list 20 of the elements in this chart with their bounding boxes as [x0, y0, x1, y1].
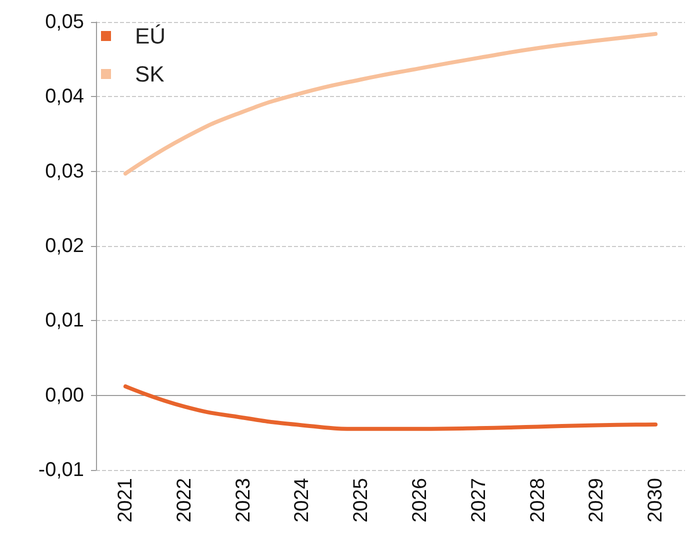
x-tick-label: 2022 — [173, 478, 196, 522]
y-tick-label: 0,02 — [45, 235, 84, 257]
x-tick-label: 2024 — [291, 478, 314, 522]
y-tick-label: 0,00 — [45, 384, 84, 406]
x-tick-label: 2029 — [586, 478, 608, 522]
x-tick-label: 2021 — [114, 478, 136, 522]
x-tick-label: 2030 — [644, 478, 667, 522]
x-tick-label: 2023 — [232, 478, 254, 522]
y-tick-label: 0,04 — [45, 86, 84, 108]
y-tick-label: 0,03 — [45, 160, 84, 182]
line-series — [123, 384, 658, 431]
x-tick-label: 2025 — [350, 478, 372, 522]
x-tick-label: 2027 — [468, 478, 490, 522]
y-tick-label: 0,05 — [45, 11, 84, 33]
x-tick-label: 2026 — [408, 478, 431, 522]
x-tick-label: 2028 — [526, 478, 549, 522]
legend-label: EÚ — [135, 24, 166, 48]
y-tick-label: 0,01 — [45, 310, 84, 332]
legend-label: SK — [135, 62, 165, 86]
y-tick-label: -0,01 — [38, 459, 84, 481]
